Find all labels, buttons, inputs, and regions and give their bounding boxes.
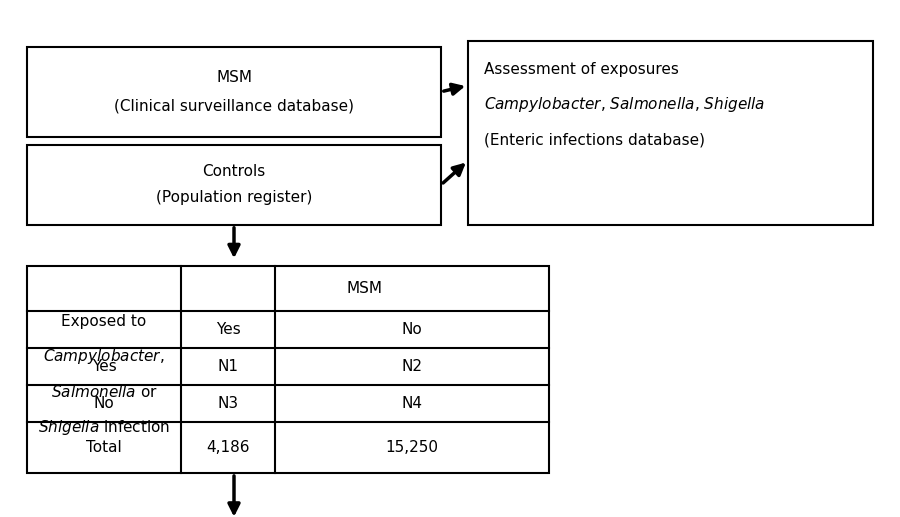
Text: $\it{Campylobacter}$,: $\it{Campylobacter}$, [43,347,165,367]
Text: Yes: Yes [92,359,116,374]
Text: No: No [94,396,114,412]
Text: N4: N4 [401,396,422,412]
Text: MSM: MSM [216,70,252,85]
Text: Yes: Yes [216,322,240,337]
Text: N1: N1 [218,359,238,374]
Text: (Enteric infections database): (Enteric infections database) [484,132,706,148]
Bar [27,145,441,225]
Bar [27,266,549,473]
Text: No: No [401,322,422,337]
Text: Exposed to: Exposed to [61,314,147,329]
Text: MSM: MSM [347,281,383,296]
Text: $\it{Salmonella}$ or: $\it{Salmonella}$ or [50,384,158,400]
Bar [468,41,873,225]
Bar [27,47,441,137]
Text: Controls: Controls [202,164,266,179]
Text: $\it{Shigella}$ infection: $\it{Shigella}$ infection [38,418,170,437]
Text: Total: Total [86,440,122,455]
Text: (Population register): (Population register) [156,190,312,205]
Text: (Clinical surveillance database): (Clinical surveillance database) [114,99,354,114]
Text: $\it{Campylobacter}$, $\it{Salmonella}$, $\it{Shigella}$: $\it{Campylobacter}$, $\it{Salmonella}$,… [484,96,766,114]
Text: 15,250: 15,250 [385,440,438,455]
Text: 4,186: 4,186 [206,440,249,455]
Text: Assessment of exposures: Assessment of exposures [484,62,680,78]
Text: N3: N3 [218,396,238,412]
Text: N2: N2 [401,359,422,374]
